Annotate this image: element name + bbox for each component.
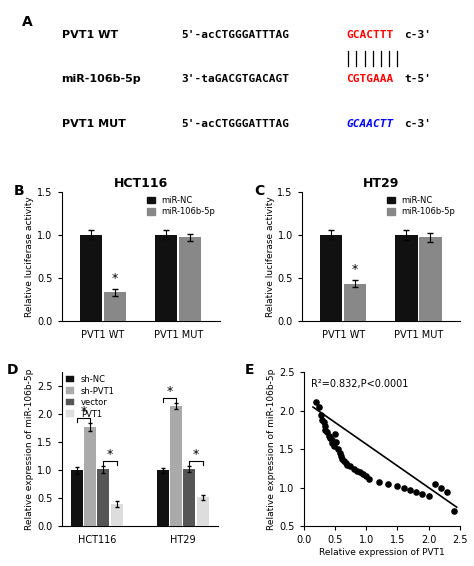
Point [342,458,350,468]
Text: R²=0.832,P<0.0001: R²=0.832,P<0.0001 [311,379,409,389]
Point [319,415,326,424]
Text: D: D [7,363,18,377]
Y-axis label: Relative expression of miR-106b-5p: Relative expression of miR-106b-5p [267,368,276,530]
Point [336,449,344,458]
Bar [395,235,418,321]
Bar [344,284,366,321]
Text: *: * [166,385,173,398]
Text: c-3': c-3' [404,119,431,129]
Point [400,483,407,492]
Text: C: C [255,184,264,198]
Point [365,474,373,483]
Bar [84,427,96,526]
Title: HCT116: HCT116 [113,178,168,190]
Point [331,430,338,439]
Point [312,397,320,406]
Point [338,454,346,463]
Point [419,490,426,499]
Bar [157,470,169,526]
Bar [320,235,342,321]
Text: GCACTTT: GCACTTT [346,31,393,40]
Text: 5'-acCTGGGATTTAG: 5'-acCTGGGATTTAG [181,31,289,40]
Text: GCAACTT: GCAACTT [346,119,393,129]
Point [322,426,329,435]
Legend: miR-NC, miR-106b-5p: miR-NC, miR-106b-5p [387,196,456,216]
Bar [197,498,209,526]
Legend: sh-NC, sh-PVT1, vector, PVT1: sh-NC, sh-PVT1, vector, PVT1 [66,375,115,418]
Text: PVT1 MUT: PVT1 MUT [62,119,126,129]
Text: *: * [112,272,118,285]
Bar [104,293,126,321]
Text: PVT1 WT: PVT1 WT [62,31,118,40]
Bar [111,504,123,526]
Point [412,487,420,496]
Text: *: * [81,405,87,418]
Text: t-5': t-5' [404,74,431,84]
Bar [183,469,195,526]
Point [450,507,457,516]
Point [328,439,336,448]
Point [316,402,323,411]
X-axis label: Relative expression of PVT1: Relative expression of PVT1 [319,548,445,557]
Point [320,418,328,427]
Point [350,464,357,473]
Point [340,456,348,465]
Text: *: * [193,448,199,461]
Y-axis label: Relative luciferase activity: Relative luciferase activity [26,196,35,316]
Text: E: E [244,363,254,377]
Text: c-3': c-3' [404,31,431,40]
Point [393,482,401,491]
Point [324,428,331,437]
Point [406,486,414,495]
Point [330,441,337,450]
Point [384,479,392,488]
Bar [80,235,102,321]
Point [359,470,367,479]
Point [375,477,383,486]
Point [332,437,340,446]
Point [425,491,432,500]
Text: 3'-taGACGTGACAGT: 3'-taGACGTGACAGT [181,74,289,84]
Point [437,483,445,492]
Point [344,460,351,469]
Point [431,479,438,488]
Point [328,436,336,445]
Y-axis label: Relative luciferase activity: Relative luciferase activity [265,196,274,316]
Text: *: * [352,263,358,276]
Title: HT29: HT29 [363,178,399,190]
Point [356,468,364,477]
Text: *: * [107,448,113,461]
Point [444,487,451,496]
Point [362,472,370,481]
Text: A: A [22,15,33,28]
Point [346,462,354,471]
Bar [179,237,201,321]
Bar [98,469,109,526]
Point [326,434,334,443]
Bar [71,470,83,526]
Text: miR-106b-5p: miR-106b-5p [62,74,141,84]
Point [322,422,329,431]
Legend: miR-NC, miR-106b-5p: miR-NC, miR-106b-5p [146,196,216,216]
Text: 5'-acCTGGGATTTAG: 5'-acCTGGGATTTAG [181,119,289,129]
Y-axis label: Relative expression of miR-106b-5p: Relative expression of miR-106b-5p [25,368,34,530]
Bar [170,406,182,526]
Point [353,466,361,475]
Point [317,410,325,419]
Text: B: B [14,184,25,198]
Text: CGTGAAA: CGTGAAA [346,74,393,84]
Bar [419,237,442,321]
Point [337,451,345,460]
Point [334,445,342,454]
Point [325,431,332,440]
Bar [155,235,177,321]
